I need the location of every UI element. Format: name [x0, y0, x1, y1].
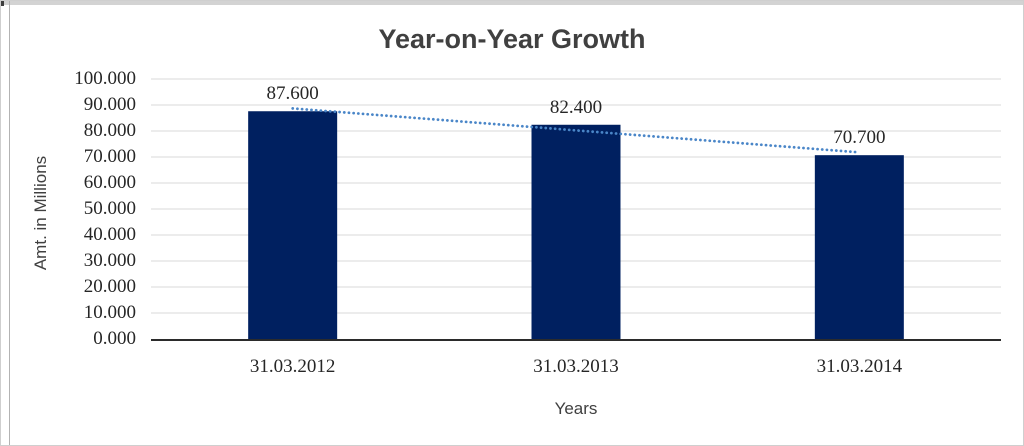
bar-value-label: 87.600: [266, 83, 319, 105]
y-tick-label: 50.000: [83, 198, 136, 219]
frame-corner-mark: [1, 1, 4, 6]
bar-31.03.2014: [814, 155, 904, 339]
bar-31.03.2012: [248, 111, 338, 340]
trendline-dotted: [291, 107, 861, 154]
x-category-label: 31.03.2012: [249, 356, 336, 377]
y-tick-label: 60.000: [83, 172, 136, 193]
bar-value-label: 70.700: [833, 127, 886, 149]
y-tick-label: 0.000: [93, 328, 136, 349]
frame-left-line: [9, 1, 10, 445]
y-tick-label: 40.000: [83, 224, 136, 245]
y-tick-label: 80.000: [83, 120, 136, 141]
y-tick-label: 90.000: [83, 94, 136, 115]
y-tick-label: 10.000: [83, 302, 136, 323]
y-tick-label: 100.000: [74, 68, 136, 89]
x-category-label: 31.03.2014: [816, 356, 903, 377]
y-tick-label: 20.000: [83, 276, 136, 297]
bar-value-label: 82.400: [549, 96, 603, 118]
frame-top-band: [1, 1, 1023, 5]
bar-31.03.2013: [531, 124, 621, 339]
x-axis-title: Years: [554, 399, 598, 418]
y-tick-label: 70.000: [83, 146, 136, 167]
x-category-label: 31.03.2013: [533, 356, 619, 377]
chart-title: Year-on-Year Growth: [378, 24, 646, 54]
y-tick-label: 30.000: [83, 250, 136, 271]
